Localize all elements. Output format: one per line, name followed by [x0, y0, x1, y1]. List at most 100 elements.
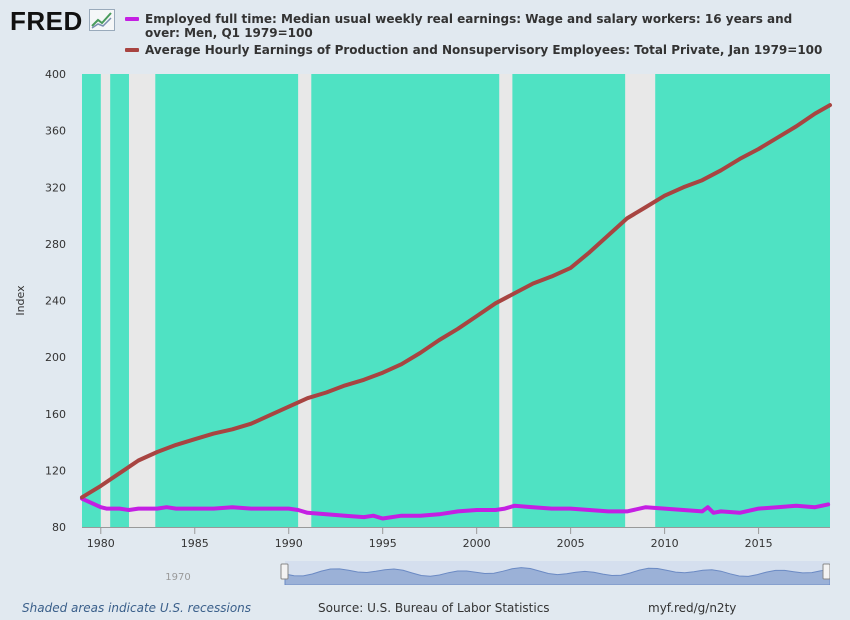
data-point-series-2	[512, 291, 516, 295]
data-point-series-1	[813, 505, 817, 509]
data-point-series-2	[287, 405, 291, 409]
data-point-series-2	[418, 351, 422, 355]
data-point-series-2	[644, 205, 648, 209]
y-tick-label: 240	[45, 295, 66, 308]
data-point-series-2	[324, 391, 328, 395]
data-point-series-2	[155, 450, 159, 454]
data-point-series-1	[437, 512, 441, 516]
data-point-series-2	[681, 185, 685, 189]
data-point-series-2	[362, 378, 366, 382]
data-point-series-1	[569, 507, 573, 511]
data-point-series-1	[362, 515, 366, 519]
data-point-series-2	[828, 103, 832, 107]
data-point-series-2	[531, 282, 535, 286]
data-point-series-2	[493, 301, 497, 305]
data-point-series-1	[99, 505, 103, 509]
data-point-series-1	[493, 508, 497, 512]
data-point-series-2	[475, 314, 479, 318]
data-point-series-2	[399, 362, 403, 366]
data-point-series-2	[587, 250, 591, 254]
series-line-1[interactable]	[80, 496, 831, 521]
data-point-series-2	[625, 216, 629, 220]
data-point-series-1	[287, 507, 291, 511]
data-point-series-1	[503, 507, 507, 511]
data-point-series-1	[296, 508, 300, 512]
data-point-series-1	[531, 505, 535, 509]
fred-logo[interactable]: FRED	[10, 6, 83, 36]
data-point-series-1	[606, 509, 610, 513]
line-chart[interactable]: 80 120 160 200 240 280 320 360 400 1980 1985 1990 19…	[0, 0, 850, 600]
data-point-series-1	[719, 509, 723, 513]
data-point-series-2	[118, 471, 122, 475]
data-point-series-1	[550, 507, 554, 511]
data-point-series-1	[700, 509, 704, 513]
data-point-series-1	[127, 508, 131, 512]
y-tick-label: 400	[45, 68, 66, 81]
legend-swatch	[125, 48, 139, 52]
data-point-series-1	[268, 507, 272, 511]
data-point-series-1	[399, 514, 403, 518]
legend-swatch	[125, 17, 139, 21]
plot-background	[82, 74, 830, 527]
x-tick-label: 2015	[745, 537, 773, 550]
data-point-series-1	[306, 511, 310, 515]
data-point-series-2	[230, 427, 234, 431]
data-point-series-2	[738, 157, 742, 161]
source-text: Source: U.S. Bureau of Labor Statistics	[318, 601, 550, 615]
data-point-series-2	[550, 274, 554, 278]
data-point-series-2	[249, 422, 253, 426]
data-point-series-1	[104, 507, 108, 511]
data-point-series-1	[277, 507, 281, 511]
data-point-series-1	[343, 514, 347, 518]
data-point-series-1	[155, 507, 159, 511]
data-point-series-1	[663, 507, 667, 511]
x-tick-label: 1995	[369, 537, 397, 550]
data-point-series-2	[719, 168, 723, 172]
data-point-series-2	[606, 233, 610, 237]
data-point-series-1	[512, 504, 516, 508]
data-point-series-1	[371, 514, 375, 518]
data-point-series-2	[136, 458, 140, 462]
chart-line-icon	[89, 9, 115, 31]
y-tick-label: 360	[45, 125, 66, 138]
data-point-series-2	[700, 178, 704, 182]
data-point-series-2	[99, 484, 103, 488]
range-navigator[interactable]: 1970	[82, 560, 830, 585]
data-point-series-1	[174, 507, 178, 511]
x-tick-label: 2010	[651, 537, 679, 550]
y-tick-label: 120	[45, 464, 66, 477]
x-tick-label: 1980	[87, 537, 115, 550]
data-point-series-2	[80, 495, 84, 499]
data-point-series-1	[249, 507, 253, 511]
navigator-left-handle[interactable]	[280, 563, 289, 580]
data-point-series-2	[775, 136, 779, 140]
recession-band	[625, 74, 656, 527]
data-point-series-2	[663, 194, 667, 198]
navigator-series-area	[284, 567, 830, 585]
data-point-series-2	[212, 432, 216, 436]
data-point-series-1	[775, 505, 779, 509]
data-point-series-2	[437, 338, 441, 342]
data-point-series-2	[757, 147, 761, 151]
data-point-series-1	[212, 507, 216, 511]
recession-band	[499, 74, 513, 527]
data-point-series-2	[794, 124, 798, 128]
y-tick-label: 200	[45, 351, 66, 364]
navigator-year-label: 1970	[165, 572, 190, 583]
recession-band	[298, 74, 312, 527]
data-point-series-1	[136, 507, 140, 511]
data-point-series-2	[193, 437, 197, 441]
data-point-series-1	[757, 507, 761, 511]
data-point-series-1	[625, 509, 629, 513]
short-link[interactable]: myf.red/g/n2ty	[648, 601, 737, 615]
legend-label: Employed full time: Median usual weekly …	[145, 12, 793, 40]
x-tick-label: 2000	[463, 537, 491, 550]
data-point-series-2	[306, 396, 310, 400]
data-point-series-1	[418, 514, 422, 518]
x-tick-label: 1990	[275, 537, 303, 550]
x-tick-label: 2005	[557, 537, 585, 550]
data-point-series-1	[711, 511, 715, 515]
data-point-series-2	[268, 413, 272, 417]
navigator-right-handle[interactable]	[822, 563, 830, 580]
data-point-series-1	[89, 501, 93, 505]
